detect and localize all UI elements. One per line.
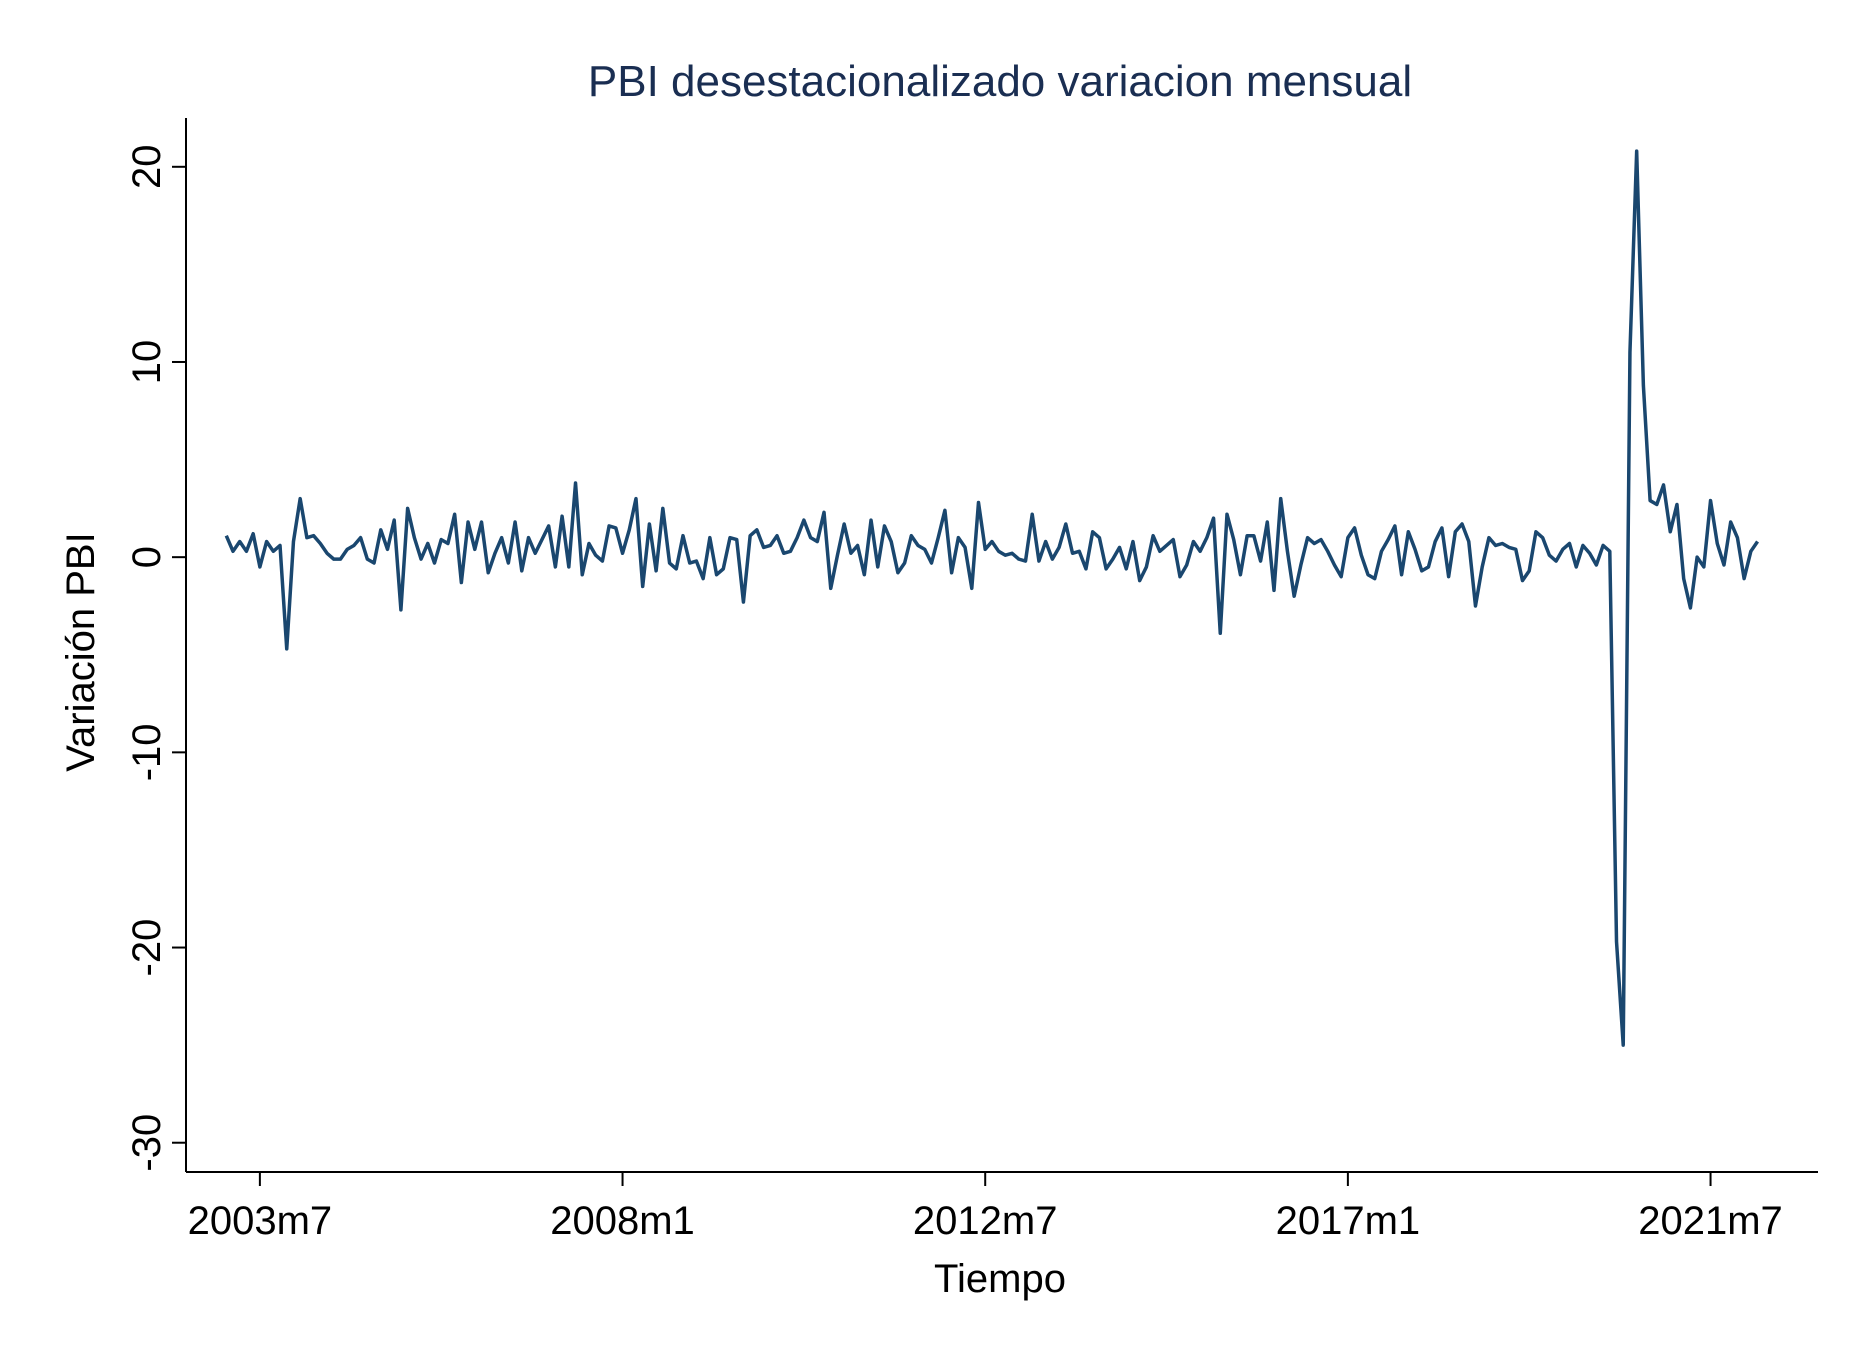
- y-axis: 20 10 0 -10 -20 -30: [125, 118, 187, 1172]
- x-axis-title: Tiempo: [934, 1257, 1066, 1301]
- x-axis: 2003m7 2008m1 2012m7 2017m1 2021m7: [186, 1171, 1818, 1243]
- y-tick-label: 20: [125, 145, 169, 190]
- y-axis-title: Variación PBI: [59, 532, 103, 771]
- y-tick-label: -10: [125, 723, 169, 781]
- x-tick-label: 2003m7: [188, 1199, 333, 1243]
- series-line: [224, 149, 1760, 1047]
- y-tick-label: 10: [125, 340, 169, 385]
- x-tick-label: 2012m7: [913, 1199, 1058, 1243]
- y-tick-label: -30: [125, 1114, 169, 1172]
- chart-title: PBI desestacionalizado variacion mensual: [588, 57, 1412, 106]
- x-tick-label: 2021m7: [1638, 1199, 1783, 1243]
- y-tick-label: 0: [125, 546, 169, 568]
- x-tick-label: 2017m1: [1276, 1199, 1421, 1243]
- plot-area: [224, 149, 1760, 1047]
- y-tick-label: -20: [125, 919, 169, 977]
- x-tick-label: 2008m1: [550, 1199, 695, 1243]
